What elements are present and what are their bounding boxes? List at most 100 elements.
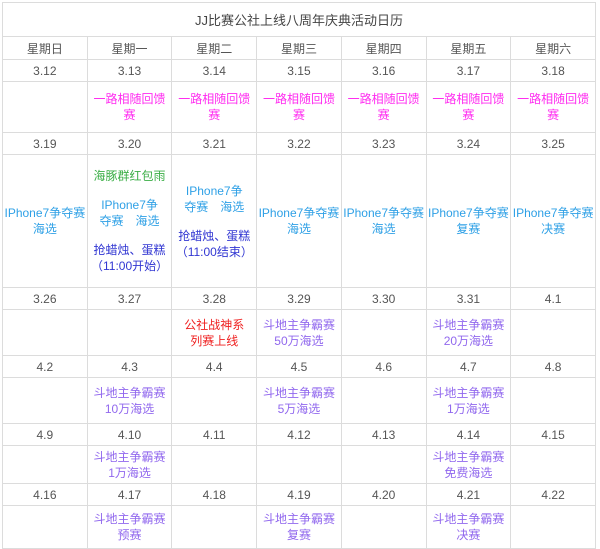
event-cell bbox=[340, 309, 427, 356]
event-cell bbox=[171, 377, 258, 424]
date-cell: 4.8 bbox=[510, 355, 596, 378]
event-cell: 斗地主争霸赛 5万海选 bbox=[256, 377, 342, 424]
date-cell: 4.11 bbox=[171, 423, 258, 446]
event-line: 斗地主争霸赛 bbox=[262, 512, 335, 526]
event: 斗地主争霸赛 复赛 bbox=[258, 511, 340, 543]
date-row: 4.2 4.3 4.4 4.5 4.6 4.7 4.8 bbox=[2, 355, 596, 378]
event-line: 抢蜡烛、蛋糕 bbox=[93, 243, 166, 257]
event-cell: 斗地主争霸赛 50万海选 bbox=[256, 309, 342, 356]
event-line: 夺赛 海选 bbox=[184, 199, 245, 214]
date-cell: 4.17 bbox=[86, 483, 173, 506]
event-cell: IPhone7争夺赛 复赛 bbox=[425, 154, 512, 288]
date-row: 4.16 4.17 4.18 4.19 4.20 4.21 4.22 bbox=[2, 483, 596, 506]
event: 抢蜡烛、蛋糕 （11:00开始） bbox=[89, 242, 171, 274]
event-row: 公社战神系 列赛上线 斗地主争霸赛 50万海选 斗地主争霸赛 20万海选 bbox=[2, 309, 596, 356]
event-cell: 一路相随回馈赛 bbox=[256, 81, 342, 133]
event: 一路相随回馈赛 bbox=[173, 91, 255, 123]
event: IPhone7争夺赛 决赛 bbox=[512, 205, 594, 237]
event: 斗地主争霸赛 预赛 bbox=[89, 511, 171, 543]
date-cell: 3.14 bbox=[171, 59, 258, 82]
date-cell: 3.20 bbox=[86, 132, 173, 155]
date-cell: 4.2 bbox=[2, 355, 88, 378]
event-line: 20万海选 bbox=[443, 333, 494, 348]
event: 斗地主争霸赛 1万海选 bbox=[428, 385, 510, 417]
event-line: IPhone7争夺赛 bbox=[258, 206, 340, 220]
event: 斗地主争霸赛 20万海选 bbox=[428, 317, 510, 349]
date-cell: 4.4 bbox=[171, 355, 258, 378]
event: 抢蜡烛、蛋糕 （11:00结束） bbox=[173, 228, 255, 260]
weekday-header-cell-6: 星期六 bbox=[510, 36, 596, 60]
event-line: 斗地主争霸赛 bbox=[432, 449, 505, 464]
event-cell bbox=[171, 445, 258, 484]
event: 一路相随回馈赛 bbox=[428, 91, 510, 123]
event-cell: 斗地主争霸赛 1万海选 bbox=[425, 377, 512, 424]
event: 海豚群红包雨 bbox=[89, 168, 171, 184]
event-line: 决赛 bbox=[456, 528, 481, 542]
event-cell: 一路相随回馈赛 bbox=[340, 81, 427, 133]
date-cell: 4.16 bbox=[2, 483, 88, 506]
date-cell: 3.27 bbox=[86, 287, 173, 310]
date-cell: 3.25 bbox=[510, 132, 596, 155]
event-line: 斗地主争霸赛 bbox=[432, 512, 505, 526]
event-line: 公社战神系 bbox=[184, 317, 245, 332]
event-cell bbox=[510, 309, 596, 356]
date-cell: 4.20 bbox=[340, 483, 427, 506]
event-line: （11:00结束） bbox=[175, 244, 253, 259]
date-cell: 3.23 bbox=[340, 132, 427, 155]
event-cell bbox=[340, 505, 427, 549]
date-cell: 4.22 bbox=[510, 483, 596, 506]
date-cell: 4.12 bbox=[256, 423, 342, 446]
weekday-header-row: 星期日 星期一 星期二 星期三 星期四 星期五 星期六 bbox=[2, 36, 596, 60]
date-cell: 4.21 bbox=[425, 483, 512, 506]
event: 斗地主争霸赛 50万海选 bbox=[258, 317, 340, 349]
event-cell: IPhone7争 夺赛 海选 抢蜡烛、蛋糕 （11:00结束） bbox=[171, 154, 258, 288]
event-line: 列赛上线 bbox=[190, 333, 239, 348]
date-cell: 4.19 bbox=[256, 483, 342, 506]
date-cell: 4.15 bbox=[510, 423, 596, 446]
event-line: 夺赛 海选 bbox=[99, 214, 160, 228]
event-line: 斗地主争霸赛 bbox=[262, 317, 335, 332]
date-cell: 3.12 bbox=[2, 59, 88, 82]
event: 公社战神系 列赛上线 bbox=[173, 317, 255, 349]
event-cell: 一路相随回馈赛 bbox=[510, 81, 596, 133]
event-cell: 斗地主争霸赛 1万海选 bbox=[86, 445, 173, 484]
date-cell: 3.13 bbox=[86, 59, 173, 82]
event-cell bbox=[2, 309, 88, 356]
event-line: （11:00开始） bbox=[90, 259, 169, 273]
event: IPhone7争夺赛 海选 bbox=[343, 205, 425, 237]
event-line: 50万海选 bbox=[274, 333, 324, 348]
event-line: 一路相随回馈赛 bbox=[432, 92, 505, 122]
event: 一路相随回馈赛 bbox=[89, 91, 171, 123]
event-cell bbox=[510, 377, 596, 424]
event-line: 斗地主争霸赛 bbox=[93, 385, 166, 400]
event-line: 一路相随回馈赛 bbox=[517, 92, 590, 122]
event-cell bbox=[340, 445, 427, 484]
event-cell bbox=[510, 505, 596, 549]
weekday-header-cell-1: 星期一 bbox=[86, 36, 173, 60]
event-cell bbox=[86, 309, 173, 356]
event-line: 海选 bbox=[32, 222, 57, 236]
event: IPhone7争 夺赛 海选 bbox=[173, 183, 255, 215]
event-cell: 斗地主争霸赛 10万海选 bbox=[86, 377, 173, 424]
event-cell bbox=[510, 445, 596, 484]
date-cell: 3.28 bbox=[171, 287, 258, 310]
event-line: 决赛 bbox=[541, 222, 566, 236]
date-cell: 4.14 bbox=[425, 423, 512, 446]
event: 斗地主争霸赛 5万海选 bbox=[258, 385, 340, 417]
event-cell: 斗地主争霸赛 决赛 bbox=[425, 505, 512, 549]
weekday-header-cell-3: 星期三 bbox=[256, 36, 342, 60]
event-cell bbox=[2, 81, 88, 133]
event-line: 一路相随回馈赛 bbox=[93, 92, 166, 122]
event: 斗地主争霸赛 决赛 bbox=[428, 511, 510, 543]
event-row: 斗地主争霸赛 10万海选 斗地主争霸赛 5万海选 斗地主争霸赛 1万海选 bbox=[2, 377, 596, 424]
event-line: 1万海选 bbox=[447, 401, 490, 416]
date-cell: 4.1 bbox=[510, 287, 596, 310]
weekday-header-cell-0: 星期日 bbox=[2, 36, 88, 60]
weekday-header-cell-4: 星期四 bbox=[340, 36, 427, 60]
date-cell: 4.10 bbox=[86, 423, 173, 446]
event-line: 海选 bbox=[371, 222, 396, 236]
event-row: 斗地主争霸赛 1万海选 斗地主争霸赛 免费海选 bbox=[2, 445, 596, 484]
event: IPhone7争夺赛 海选 bbox=[4, 205, 86, 237]
date-cell: 3.31 bbox=[425, 287, 512, 310]
